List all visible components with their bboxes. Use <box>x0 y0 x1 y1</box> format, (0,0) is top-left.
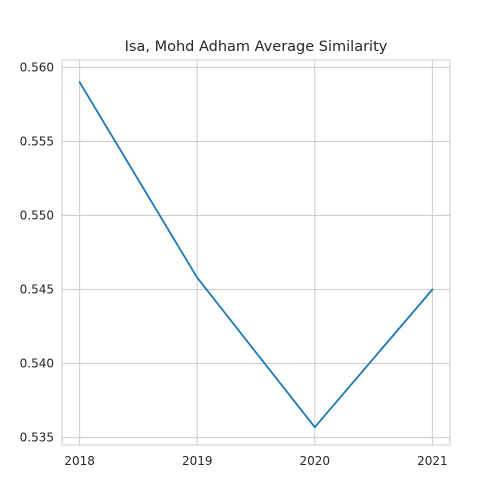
grid <box>62 60 450 445</box>
chart-title: Isa, Mohd Adham Average Similarity <box>125 39 388 55</box>
x-tick-label: 2020 <box>300 454 331 468</box>
series-line <box>80 82 433 427</box>
y-axis-ticks: 0.535 0.540 0.545 0.550 0.555 0.560 <box>20 60 54 444</box>
x-tick-label: 2021 <box>417 454 448 468</box>
y-tick-label: 0.545 <box>20 283 54 297</box>
x-axis-ticks: 2018 2019 2020 2021 <box>64 454 447 468</box>
x-tick-label: 2018 <box>64 454 95 468</box>
y-tick-label: 0.535 <box>20 431 54 445</box>
y-tick-label: 0.555 <box>20 134 54 148</box>
y-tick-label: 0.540 <box>20 357 54 371</box>
y-tick-label: 0.550 <box>20 208 54 222</box>
x-tick-label: 2019 <box>182 454 213 468</box>
series-layer <box>80 82 433 427</box>
plot-frame <box>62 60 450 445</box>
y-tick-label: 0.560 <box>20 60 54 74</box>
